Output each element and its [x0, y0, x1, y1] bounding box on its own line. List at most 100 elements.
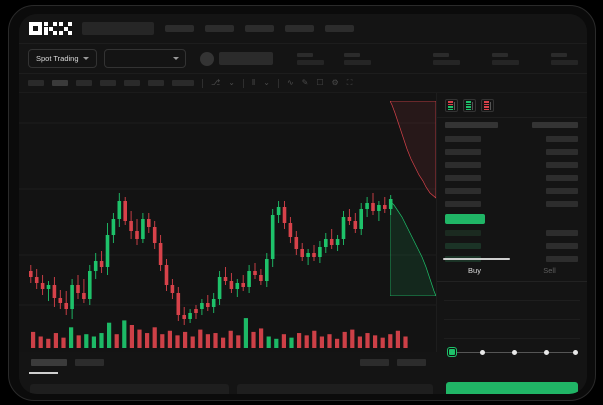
nav-item-0[interactable]	[165, 25, 194, 32]
indicator-icon[interactable]: ⎇	[211, 78, 221, 87]
bid-size-2	[546, 256, 578, 262]
timeframe-2[interactable]	[76, 80, 92, 86]
orderbook-mode-sell-icon[interactable]	[481, 99, 494, 112]
percent-node-1[interactable]	[480, 349, 485, 355]
orderbook-mode-both-icon[interactable]	[445, 99, 458, 112]
depth-chart-overlay	[390, 101, 436, 296]
toolbar-divider-2	[242, 78, 244, 88]
ticker-stat-0	[297, 52, 324, 65]
order-field-amount[interactable]	[444, 301, 580, 320]
tab-buy[interactable]: Buy	[468, 266, 481, 275]
camera-icon[interactable]: ☐	[316, 78, 324, 87]
nav-items	[165, 25, 354, 32]
ask-size-2	[546, 162, 578, 168]
orders-panel	[19, 352, 437, 394]
volume-series	[31, 318, 408, 348]
buy-sell-tabs: Buy Sell	[437, 258, 587, 282]
tab-sell[interactable]: Sell	[543, 266, 556, 275]
pencil-icon[interactable]: ✎	[301, 78, 309, 87]
candlestick-series	[29, 193, 393, 325]
candlestick-chart	[19, 122, 437, 348]
chart-gridlines	[19, 122, 437, 306]
depth-bid-area	[390, 200, 436, 296]
timeframe-1[interactable]	[52, 80, 68, 86]
ask-row-2[interactable]	[445, 162, 481, 168]
bid-size-1	[546, 243, 578, 249]
order-book[interactable]	[437, 118, 587, 270]
percent-node-4[interactable]	[573, 349, 578, 355]
order-entry-form	[437, 282, 587, 394]
chevron-down-icon-charttype[interactable]: ⌄	[263, 78, 270, 87]
ticker-stat-2	[433, 52, 460, 65]
orders-action-1[interactable]	[397, 359, 426, 366]
last-price-row	[445, 214, 485, 224]
okx-logo[interactable]	[29, 22, 72, 35]
orders-panel-right	[237, 384, 433, 394]
device-frame: Spot Trading ⎇ ⌄ ‖ ⌄ ∿ ✎ ☐	[8, 5, 596, 401]
timeframe-3[interactable]	[100, 80, 116, 86]
ticker-stat-4	[551, 52, 578, 65]
timeframe-0[interactable]	[28, 80, 44, 86]
percent-slider-handle[interactable]	[448, 347, 456, 356]
search-input[interactable]	[82, 22, 154, 35]
buy-submit-button[interactable]	[446, 382, 578, 394]
top-navigation-bar	[19, 14, 587, 44]
orderbook-mode-switcher	[437, 93, 587, 118]
ask-size-5	[546, 201, 578, 207]
logo-glyph-x	[59, 22, 72, 35]
nav-item-3[interactable]	[285, 25, 314, 32]
percent-slider[interactable]	[446, 347, 578, 357]
line-tool-icon[interactable]: ∿	[286, 78, 294, 87]
orderbook-and-trade-panel: Buy Sell	[437, 93, 587, 394]
logo-glyph-o	[29, 22, 42, 35]
pair-name-placeholder	[219, 52, 273, 65]
ticker-stat-3	[492, 52, 519, 65]
timeframe-6[interactable]	[172, 80, 194, 86]
bid-size-0	[546, 230, 578, 236]
percent-node-3[interactable]	[544, 349, 549, 355]
chevron-down-icon	[82, 57, 89, 60]
nav-item-4[interactable]	[325, 25, 354, 32]
pair-coin-avatar	[200, 51, 215, 66]
settings-icon[interactable]: ⚙	[331, 78, 339, 87]
order-field-total[interactable]	[444, 320, 580, 339]
buy-tab-underline	[443, 258, 510, 260]
chart-type-icon[interactable]: ‖	[251, 78, 256, 87]
ticker-stat-1	[344, 52, 371, 65]
order-field-price[interactable]	[444, 282, 580, 301]
device-screen: Spot Trading ⎇ ⌄ ‖ ⌄ ∿ ✎ ☐	[19, 14, 587, 394]
price-chart-pane[interactable]	[19, 93, 437, 352]
ask-size-1	[546, 149, 578, 155]
timeframe-4[interactable]	[124, 80, 140, 86]
bid-row-0[interactable]	[445, 230, 481, 236]
ask-row-3[interactable]	[445, 175, 481, 181]
ask-size-0	[546, 136, 578, 142]
bid-row-1[interactable]	[445, 243, 481, 249]
toolbar-divider-3	[277, 78, 279, 88]
ask-row-4[interactable]	[445, 188, 481, 194]
spot-trading-label: Spot Trading	[36, 54, 79, 63]
timeframe-5[interactable]	[148, 80, 164, 86]
toolbar-divider-1	[202, 78, 203, 88]
pair-selector-dropdown[interactable]	[103, 49, 187, 68]
nav-item-1[interactable]	[205, 25, 234, 32]
orders-panel-left	[30, 384, 229, 394]
orderbook-header-right	[532, 122, 578, 128]
ask-row-0[interactable]	[445, 136, 481, 142]
depth-ask-area	[390, 101, 436, 199]
nav-item-2[interactable]	[245, 25, 274, 32]
orderbook-mode-buy-icon[interactable]	[463, 99, 476, 112]
percent-node-2[interactable]	[512, 349, 517, 355]
tab-order-history[interactable]	[75, 359, 104, 366]
tab-active-underline	[29, 372, 58, 374]
spot-trading-dropdown[interactable]: Spot Trading	[28, 49, 97, 68]
ask-size-4	[546, 188, 578, 194]
orders-action-0[interactable]	[360, 359, 389, 366]
ticker-stats	[297, 52, 578, 65]
fullscreen-icon[interactable]: ⛶	[346, 78, 353, 87]
chevron-down-icon-indicator[interactable]: ⌄	[228, 78, 235, 87]
tab-open-orders[interactable]	[31, 359, 67, 366]
ask-row-1[interactable]	[445, 149, 481, 155]
ask-row-5[interactable]	[445, 201, 481, 207]
orderbook-header-left	[445, 122, 498, 128]
